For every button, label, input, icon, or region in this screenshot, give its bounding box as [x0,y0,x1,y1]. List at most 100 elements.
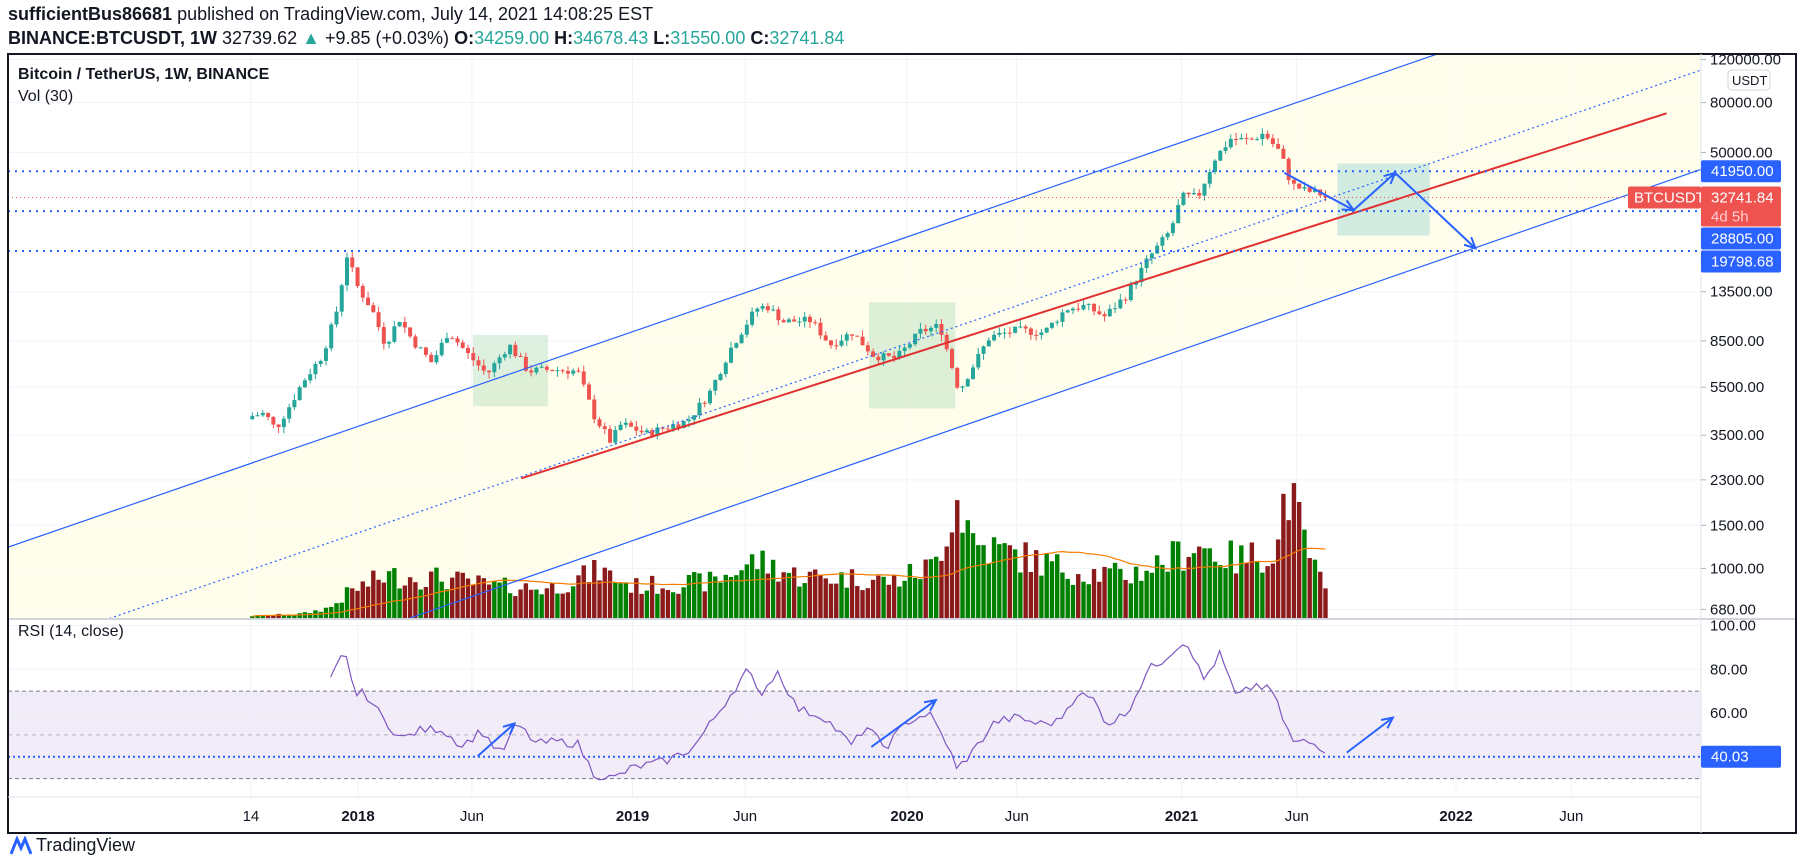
projection-arrow [1283,171,1355,211]
volume-bar [765,573,771,618]
candle-body [1023,326,1028,329]
volume-bar [1118,568,1123,618]
candle-body [1249,138,1254,140]
volume-bar [1239,545,1244,618]
candle-body [639,430,644,433]
volume-bar [986,563,992,618]
highlight-rectangle [1337,163,1430,236]
publish-text: published on TradingView.com, July 14, 2… [177,4,654,24]
candle-body [729,347,734,363]
candle-body [1181,192,1186,205]
level-badge [1701,227,1781,250]
candle-body [902,347,907,351]
volume-bar [576,575,581,618]
volume-bar [902,580,907,618]
candle-body [813,322,818,324]
candle-body [1286,158,1291,180]
main-pane [8,54,1701,618]
volume-bar [1139,580,1144,618]
candle-body [913,333,918,345]
volume-bar [1302,529,1307,618]
volume-bar [949,532,955,618]
price-axis-label: 1500.00 [1710,517,1764,534]
candle-body [434,355,439,363]
rsi-arrow-head [1380,716,1395,729]
candle-body [402,322,407,328]
volume-bar [350,588,355,618]
candle-body [634,426,639,431]
candle-body [665,428,670,430]
volume-bar [618,583,623,618]
candle-body [1070,308,1075,311]
time-axis-label: 2022 [1439,808,1472,825]
candle-body [865,345,870,352]
volume-bar [897,586,902,618]
volume-bar [450,577,455,618]
author-name[interactable]: sufficientBus86681 [8,4,173,24]
volume-bar [544,588,550,618]
volume-bar [1233,573,1239,618]
tradingview-logo[interactable]: TradingView [10,835,135,856]
volume-bar [1149,572,1155,618]
volume-bar [481,578,486,618]
volume-bar [644,590,650,618]
candle-body [1118,299,1123,309]
volume-bar [513,596,518,618]
candle-body [802,316,807,322]
level-badge-text: 28805.00 [1711,231,1774,248]
volume-bar [549,583,555,618]
candle-body [576,370,581,372]
candle-body [571,370,576,374]
candle-body [360,286,365,298]
candle-body [250,415,255,420]
candle-body [539,366,544,368]
rsi-axis-label: 100.00 [1710,618,1756,635]
volume-bar [681,587,686,618]
price-axis-label: 50000.00 [1710,145,1773,162]
volume-bar [723,574,728,618]
time-axis-label: Jun [733,808,757,825]
volume-bar [849,569,855,618]
candle-body [1213,160,1218,173]
candle-body [702,402,707,404]
volume-bar [292,614,297,618]
volume-bar [1181,570,1186,618]
close-label: C: [750,28,770,48]
volume-ma-line [252,547,1326,617]
volume-bar [981,545,986,618]
candle-body [276,424,281,428]
volume-bar [507,593,513,618]
candle-body [965,379,970,387]
volume-bar [1102,566,1107,618]
candle-body [345,257,350,286]
volume-bar [770,559,776,618]
symbol-badge [1628,186,1701,209]
volume-bar [881,576,886,618]
volume-bar [1218,565,1223,618]
volume-bar [502,577,508,618]
volume-bar [944,546,949,618]
candle-body [1312,189,1317,192]
candle-body [1170,223,1175,234]
candle-body [444,338,449,343]
candle-body [1255,139,1260,141]
currency-button [1727,69,1771,91]
open-label: O: [454,28,475,48]
rsi-arrow [1346,716,1394,754]
volume-bar [928,559,934,618]
candle-body [734,343,739,348]
volume-bar [1054,554,1060,618]
candle-body [997,332,1002,335]
candle-body [1102,314,1107,317]
volume-bar [1197,546,1202,618]
candle-body [323,348,328,361]
candle-body [502,354,507,358]
candle-body [755,308,760,312]
candle-body [1186,192,1191,195]
publish-info: sufficientBus86681 published on TradingV… [8,4,653,25]
projection-arrow [1394,172,1477,250]
volume-bar [1281,493,1286,618]
channel-upper-line [8,54,1439,548]
low-value: 31550.00 [670,28,746,48]
